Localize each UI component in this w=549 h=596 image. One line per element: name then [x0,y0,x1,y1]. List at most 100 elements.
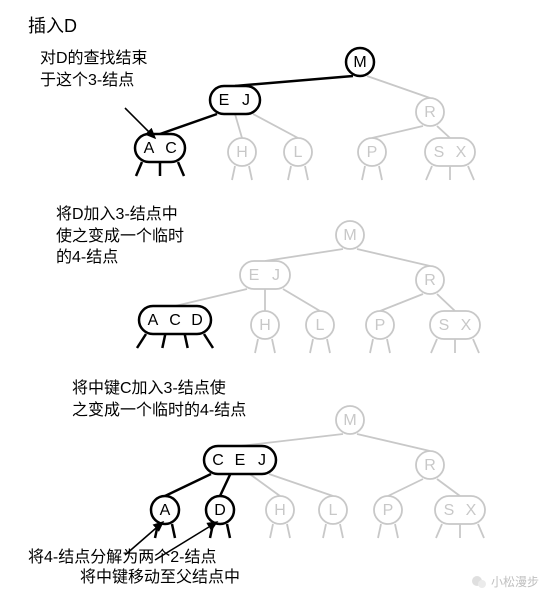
node-key: C [212,452,224,469]
leaf-stub [395,524,398,538]
node-key: S [434,144,445,161]
leaf-stub [473,339,479,353]
caption-step1: 对D的查找结束 于这个3-结点 [40,48,148,91]
caption-step2: 将D加入3-结点中 使之变成一个临时 的4-结点 [56,204,184,269]
leaf-stub [370,339,373,353]
tree-edge [380,294,423,311]
tree-edge [175,289,247,306]
leaf-stub [227,524,230,538]
leaf-stub [310,339,313,353]
tree-edge [240,434,343,446]
tree-node [135,134,185,162]
node-key: H [259,317,271,334]
leaf-stub [431,339,437,353]
node-key: A [148,312,159,329]
leaf-stub [323,524,326,538]
leaf-stub [270,524,273,538]
node-key: L [329,502,338,519]
node-key: A [160,502,171,519]
node-key: M [353,54,366,71]
node-key: J [258,452,266,469]
leaf-stub [478,524,484,538]
node-key: E [219,92,230,109]
tree-edge [367,76,430,98]
node-key: D [214,502,226,519]
node-key: H [274,502,286,519]
tree-edge [253,114,298,138]
node-key: R [424,104,436,121]
node-key: X [461,317,472,334]
leaf-stub [340,524,343,538]
node-key: M [343,227,356,244]
wechat-icon [471,574,487,590]
tree-edge [388,479,423,496]
node-key: P [383,502,394,519]
node-key: E [235,452,246,469]
leaf-stub [162,334,165,348]
node-key: J [272,267,280,284]
node-key: P [375,317,386,334]
tree-node [430,311,480,339]
node-key: H [236,144,248,161]
leaf-stub [426,166,432,180]
tree-edge [357,249,430,266]
leaf-stub [379,166,382,180]
tree-edge [160,114,217,134]
node-key: C [169,312,181,329]
node-key: S [439,317,450,334]
tree-edge [250,474,280,496]
tree-edge [357,434,430,451]
leaf-stub [249,166,252,180]
leaf-stub [288,166,291,180]
tree-node [240,261,290,289]
leaf-stub [305,166,308,180]
tree-edge [165,474,211,496]
node-key: R [424,272,436,289]
tree-edge [265,249,343,261]
leaf-stub [185,334,188,348]
leaf-stub [468,166,474,180]
leaf-stub [436,524,442,538]
tree-node [210,86,260,114]
node-key: A [144,140,155,157]
node-key: L [316,317,325,334]
tree-node [425,138,475,166]
leaf-stub [178,162,184,176]
leaf-stub [137,334,146,348]
caption-step4a: 将4-结点分解为两个2-结点 [28,547,216,569]
tree-edge [235,76,353,86]
node-key: P [367,144,378,161]
caption-step4b: 将中键移动至父结点中 [80,567,240,589]
pointer-arrow [125,108,155,138]
leaf-stub [362,166,365,180]
node-key: R [424,457,436,474]
leaf-stub [136,162,142,176]
caption-step3: 将中键C加入3-结点使 之变成一个临时的4-结点 [72,378,246,421]
node-key: M [343,412,356,429]
leaf-stub [204,334,213,348]
tree-edge [235,114,242,138]
node-key: X [466,502,477,519]
leaf-stub [287,524,290,538]
node-key: L [294,144,303,161]
leaf-stub [327,339,330,353]
node-key: X [456,144,467,161]
node-key: D [191,312,203,329]
tree-edge [437,479,460,496]
node-key: C [165,140,177,157]
leaf-stub [378,524,381,538]
watermark-text: 小松漫步 [491,573,539,590]
leaf-stub [172,524,175,538]
node-key: J [242,92,250,109]
node-key: E [249,267,260,284]
tree-edge [220,474,230,496]
leaf-stub [232,166,235,180]
leaf-stub [387,339,390,353]
leaf-stub [255,339,258,353]
watermark: 小松漫步 [471,573,539,590]
tree-edge [269,474,333,496]
node-key: S [444,502,455,519]
tree-edge [437,126,450,138]
tree-edge [283,289,320,311]
tree-edge [437,294,455,311]
